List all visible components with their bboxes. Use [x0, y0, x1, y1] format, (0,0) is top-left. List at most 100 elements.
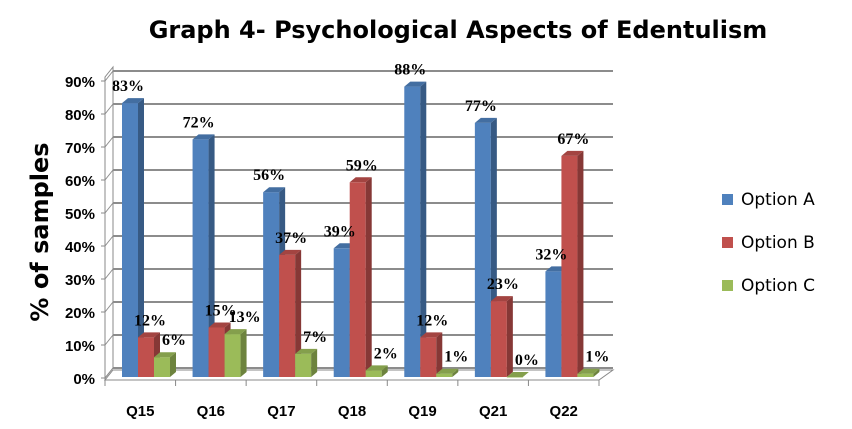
bar-top: [420, 332, 443, 338]
bar-front: [349, 182, 366, 377]
y-tick-label: 90%: [65, 74, 95, 91]
data-label: 12%: [416, 312, 448, 329]
data-label: 2%: [374, 345, 398, 362]
bar-front: [545, 271, 562, 377]
bar-front: [506, 377, 523, 378]
data-label: 39%: [324, 223, 356, 240]
left-wall: [104, 65, 114, 380]
bar-side: [420, 81, 427, 377]
bar-Q17-option-c: [295, 348, 318, 377]
gridline-diag: [104, 268, 114, 280]
bar-Q15-option-a: [122, 98, 144, 377]
bar-side: [593, 368, 600, 377]
gridline-diag: [104, 334, 114, 346]
bar-front: [208, 327, 225, 377]
data-label: 56%: [253, 167, 285, 184]
legend-label: Option B: [741, 233, 815, 253]
bar-top: [122, 98, 144, 104]
y-tick-label: 80%: [65, 107, 95, 124]
bar-front: [154, 357, 170, 377]
y-tick-label: 70%: [65, 140, 95, 157]
y-tick-label: 20%: [65, 305, 95, 322]
data-label: 23%: [487, 276, 519, 293]
bar-side: [365, 177, 372, 377]
bar-front: [474, 122, 491, 378]
bar-front: [263, 192, 280, 377]
bar-top: [404, 81, 427, 87]
gridline-diag: [104, 103, 114, 115]
bar-front: [365, 370, 382, 377]
bar-top: [577, 368, 600, 374]
gridline-diag: [104, 169, 114, 181]
bar-front: [333, 248, 350, 377]
data-label: 37%: [275, 230, 307, 247]
bar-side: [295, 249, 302, 377]
x-tick-label: Q21: [479, 403, 507, 420]
bar-side: [506, 296, 513, 377]
bar-Q15-option-c: [154, 352, 176, 377]
bar-Q17-option-b: [279, 249, 302, 377]
bar-front: [561, 155, 578, 377]
bar-side: [381, 365, 388, 377]
x-tick-label: Q19: [408, 403, 436, 420]
bar-side: [208, 134, 215, 377]
y-tick-label: 40%: [65, 239, 95, 256]
gridline-diag: [104, 301, 114, 313]
bar-top: [154, 352, 176, 358]
bar-top: [192, 134, 215, 140]
x-tick-label: Q17: [267, 403, 295, 420]
y-axis-label: % of samples: [26, 142, 54, 321]
bar-Q21-option-c: [506, 372, 529, 378]
legend-swatch: [722, 280, 733, 291]
x-tick-label: Q16: [197, 403, 225, 420]
bar-front: [490, 301, 507, 377]
bar-front: [436, 373, 453, 377]
bar-front: [577, 373, 594, 377]
data-label: 83%: [112, 78, 144, 95]
x-tick-label: Q15: [126, 403, 154, 420]
data-label: 7%: [303, 329, 327, 346]
data-label: 32%: [535, 246, 567, 263]
bar-front: [122, 103, 138, 377]
bar-top: [436, 368, 459, 374]
bar-top: [279, 249, 302, 255]
bar-side: [240, 329, 247, 377]
data-label: 1%: [444, 349, 468, 366]
bar-side: [138, 98, 144, 377]
x-tick-label: Q22: [550, 403, 578, 420]
bar-front: [404, 86, 421, 377]
legend-swatch: [722, 237, 733, 248]
bar-side: [436, 332, 443, 377]
data-label: 77%: [465, 98, 497, 115]
legend-label: Option C: [741, 276, 815, 296]
bar-Q18-option-c: [365, 365, 388, 377]
gridline-diag: [104, 70, 114, 82]
bar-top: [224, 329, 247, 335]
data-label: 59%: [346, 157, 378, 174]
bar-side: [311, 348, 318, 377]
bar-Q22-option-b: [561, 150, 584, 377]
gridline-diag: [104, 235, 114, 247]
bar-front: [192, 139, 209, 377]
data-label: 67%: [557, 131, 589, 148]
y-tick-label: 60%: [65, 173, 95, 190]
bar-side: [452, 368, 459, 377]
data-label: 6%: [162, 332, 186, 349]
data-label: 13%: [229, 309, 261, 326]
bar-top: [208, 322, 231, 328]
bar-top: [138, 332, 160, 338]
x-tick-label: Q18: [338, 403, 366, 420]
bar-top: [490, 296, 513, 302]
y-tick-label: 0%: [73, 371, 95, 388]
bar-Q21-option-b: [490, 296, 513, 377]
bar-Q19-option-c: [436, 368, 459, 377]
bar-top: [263, 187, 286, 193]
gridline-diag: [104, 202, 114, 214]
bar-Q16-option-c: [224, 329, 247, 377]
y-tick-label: 30%: [65, 272, 95, 289]
gridline-diag: [104, 367, 114, 379]
bar-Q16-option-a: [192, 134, 215, 377]
bar-front: [138, 337, 154, 377]
bar-top: [474, 117, 497, 123]
